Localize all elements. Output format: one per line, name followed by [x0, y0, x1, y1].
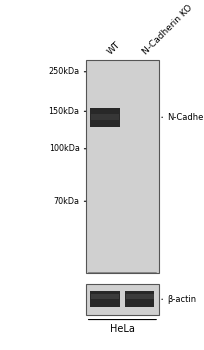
Text: HeLa: HeLa: [110, 324, 135, 334]
Text: 150kDa: 150kDa: [49, 107, 80, 116]
Text: 100kDa: 100kDa: [49, 144, 80, 153]
Text: 70kDa: 70kDa: [54, 197, 80, 206]
Text: N-Cadherin KO: N-Cadherin KO: [141, 3, 194, 56]
Text: β-actin: β-actin: [167, 295, 196, 304]
Text: N-Cadherin: N-Cadherin: [167, 113, 204, 122]
Text: WT: WT: [106, 40, 123, 56]
Text: 250kDa: 250kDa: [48, 67, 80, 76]
